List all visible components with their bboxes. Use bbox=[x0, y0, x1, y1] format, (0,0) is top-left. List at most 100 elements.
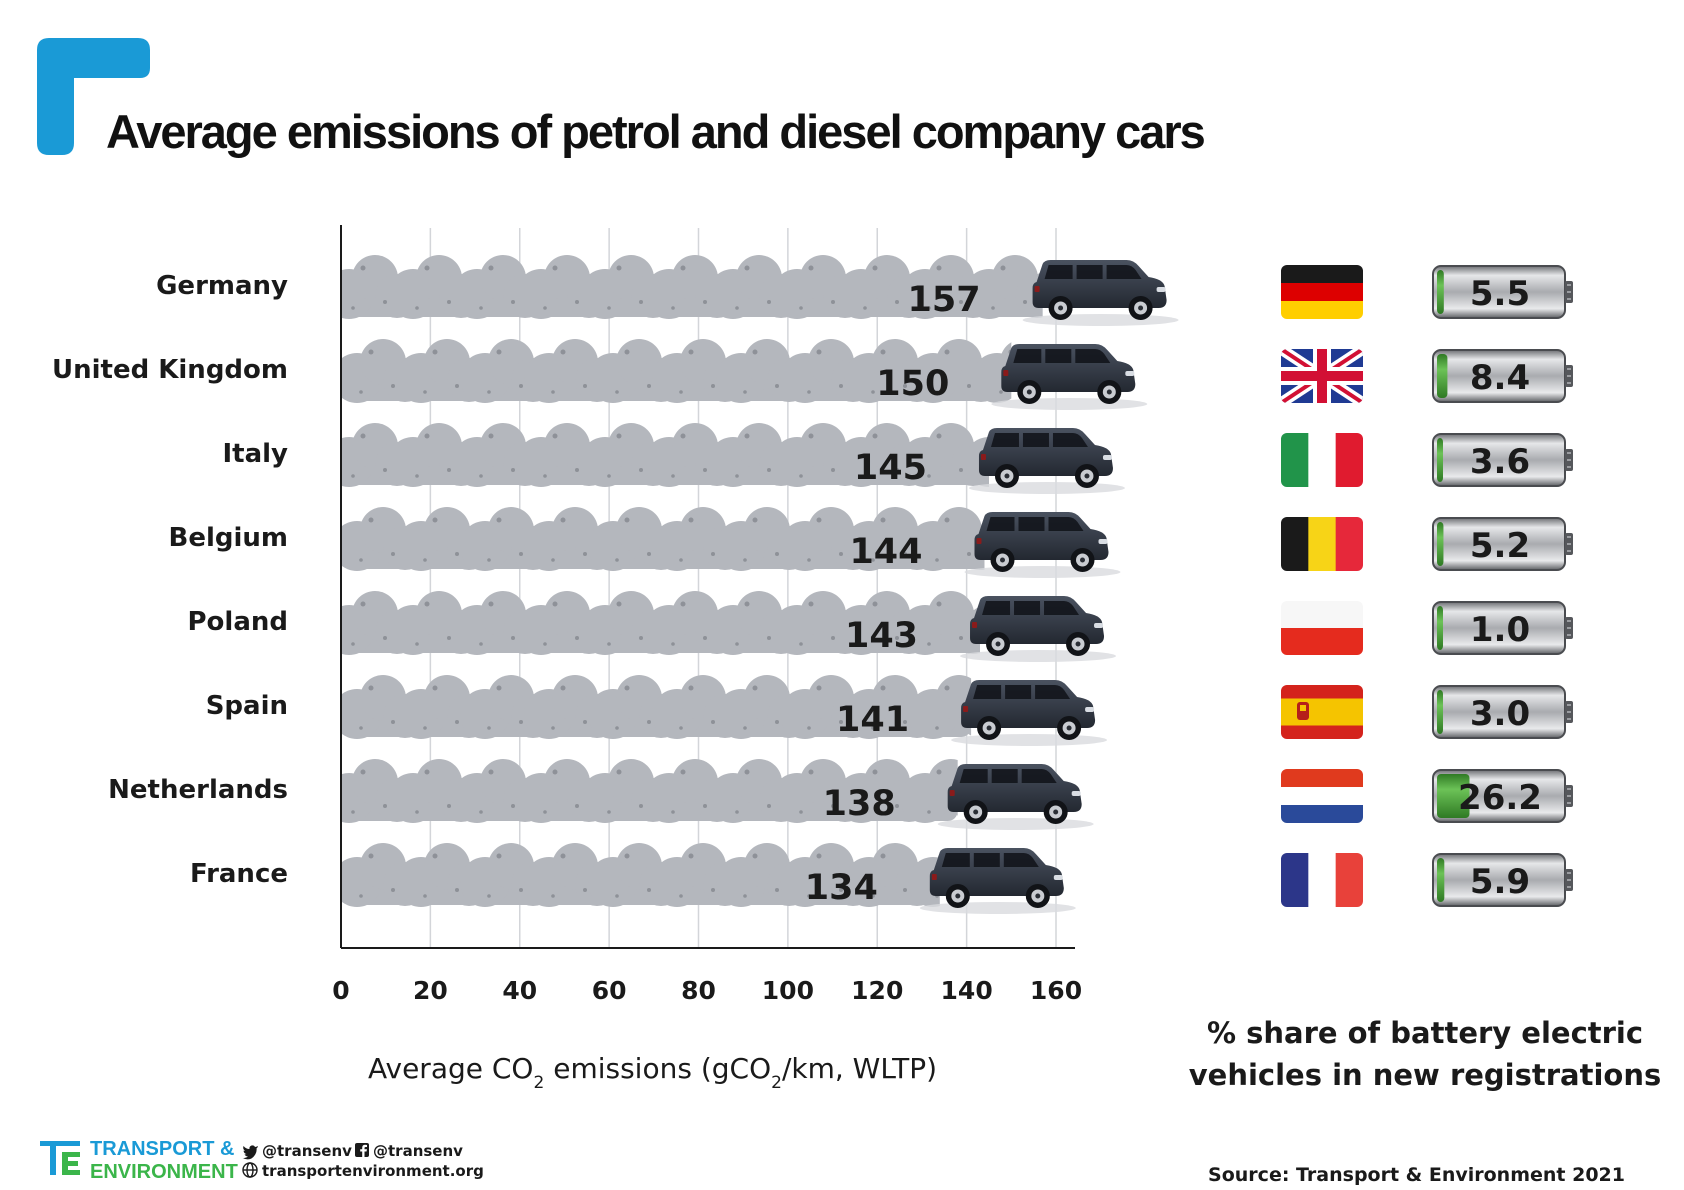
smoke-speck bbox=[552, 769, 558, 775]
battery: 3.0 bbox=[1432, 685, 1573, 739]
smoke-speck bbox=[799, 474, 803, 478]
car-shadow bbox=[991, 398, 1148, 410]
smoke-speck bbox=[775, 552, 779, 556]
smoke-speck bbox=[607, 642, 611, 646]
smoke-speck bbox=[647, 720, 651, 724]
logo-bar bbox=[40, 1141, 80, 1146]
car-window bbox=[1035, 685, 1071, 699]
car-icon bbox=[951, 680, 1108, 746]
flag-stripe bbox=[1281, 517, 1309, 571]
battery: 3.6 bbox=[1432, 433, 1573, 487]
car-window bbox=[990, 433, 1019, 447]
website-link[interactable]: transportenvironment.org bbox=[262, 1162, 484, 1180]
chart-title: Average emissions of petrol and diesel c… bbox=[106, 105, 1205, 158]
smoke-speck bbox=[688, 349, 694, 355]
car-hub bbox=[995, 641, 1001, 647]
battery-value-label: 1.0 bbox=[1470, 610, 1530, 650]
flag-stripe bbox=[1281, 265, 1363, 284]
smoke-speck bbox=[808, 601, 814, 607]
battery: 5.5 bbox=[1432, 265, 1573, 319]
value-label: 144 bbox=[849, 532, 922, 572]
smoke-speck bbox=[543, 306, 547, 310]
smoke-speck bbox=[959, 636, 963, 640]
logo-bar bbox=[50, 1141, 56, 1175]
flag-body bbox=[1281, 769, 1363, 823]
smoke-speck bbox=[543, 474, 547, 478]
smoke-speck bbox=[624, 349, 630, 355]
car-hub bbox=[1004, 473, 1010, 479]
smoke-speck bbox=[575, 804, 579, 808]
car-window bbox=[1052, 433, 1088, 447]
twitter-handle[interactable]: @transenv bbox=[262, 1142, 352, 1160]
smoke-speck bbox=[880, 853, 886, 859]
battery-value-label: 3.0 bbox=[1470, 694, 1530, 734]
smoke-speck bbox=[671, 810, 675, 814]
value-label: 150 bbox=[876, 364, 949, 404]
smoke-speck bbox=[688, 853, 694, 859]
smoke-speck bbox=[752, 685, 758, 691]
smoke-speck bbox=[831, 468, 835, 472]
facebook-handle[interactable]: @transenv bbox=[373, 1142, 463, 1160]
smoke-speck bbox=[383, 636, 387, 640]
country-label: France bbox=[190, 859, 288, 889]
smoke-speck bbox=[583, 552, 587, 556]
x-tick-label: 60 bbox=[592, 976, 627, 1005]
smoke-speck bbox=[551, 558, 555, 562]
car-hub bbox=[1075, 641, 1081, 647]
smoke-speck bbox=[871, 558, 875, 562]
car-hub bbox=[1138, 305, 1144, 311]
smoke-speck bbox=[1023, 300, 1027, 304]
x-tick-labels: 0 20 40 60 80 100 120 140 160 bbox=[332, 976, 1082, 1005]
smoke-speck bbox=[872, 265, 878, 271]
smoke-speck bbox=[359, 726, 363, 730]
smoke-speck bbox=[560, 517, 566, 523]
battery-fill bbox=[1437, 606, 1443, 650]
battery-fill bbox=[1437, 858, 1445, 902]
smoke-speck bbox=[831, 300, 835, 304]
smoke-speck bbox=[808, 433, 814, 439]
car-hub bbox=[973, 809, 979, 815]
emission-bar bbox=[342, 675, 972, 739]
smoke-speck bbox=[487, 726, 491, 730]
value-label: 157 bbox=[908, 280, 981, 320]
smoke-speck bbox=[647, 888, 651, 892]
car-window bbox=[973, 685, 1002, 699]
smoke-speck bbox=[423, 558, 427, 562]
smoke-speck bbox=[967, 384, 971, 388]
smoke-speck bbox=[936, 265, 942, 271]
smoke-speck bbox=[735, 810, 739, 814]
smoke-speck bbox=[903, 720, 907, 724]
flag-body bbox=[1281, 601, 1363, 655]
car-headlight bbox=[1125, 371, 1135, 376]
smoke-speck bbox=[583, 720, 587, 724]
smoke-speck bbox=[807, 558, 811, 562]
smoke-speck bbox=[488, 433, 494, 439]
smoke-speck bbox=[496, 517, 502, 523]
smoke-speck bbox=[383, 468, 387, 472]
emission-bar bbox=[342, 591, 981, 655]
smoke-speck bbox=[880, 685, 886, 691]
car-hub bbox=[1106, 389, 1112, 395]
bev-share-batteries: 5.5 8.4 3.6 5.2 1.0 3.0 26.2 5.9 bbox=[1432, 265, 1573, 907]
smoke-speck bbox=[360, 769, 366, 775]
smoke-speck bbox=[752, 349, 758, 355]
smoke-speck bbox=[831, 804, 835, 808]
battery-value-label: 26.2 bbox=[1458, 778, 1542, 818]
smoke-speck bbox=[415, 642, 419, 646]
smoke-speck bbox=[639, 300, 643, 304]
smoke-speck bbox=[679, 894, 683, 898]
smoke-speck bbox=[624, 685, 630, 691]
smoke-speck bbox=[488, 265, 494, 271]
car-window bbox=[991, 769, 1018, 783]
battery-value-label: 5.5 bbox=[1470, 274, 1530, 314]
smoke-speck bbox=[616, 769, 622, 775]
car-window bbox=[1021, 769, 1057, 783]
x-tick-label: 100 bbox=[762, 976, 814, 1005]
smoke-speck bbox=[351, 642, 355, 646]
car-window bbox=[1013, 349, 1042, 363]
source-note: Source: Transport & Environment 2021 bbox=[1208, 1164, 1625, 1186]
smoke-cloud bbox=[342, 759, 958, 823]
gridlines bbox=[429, 228, 1057, 948]
smoke-speck bbox=[496, 685, 502, 691]
